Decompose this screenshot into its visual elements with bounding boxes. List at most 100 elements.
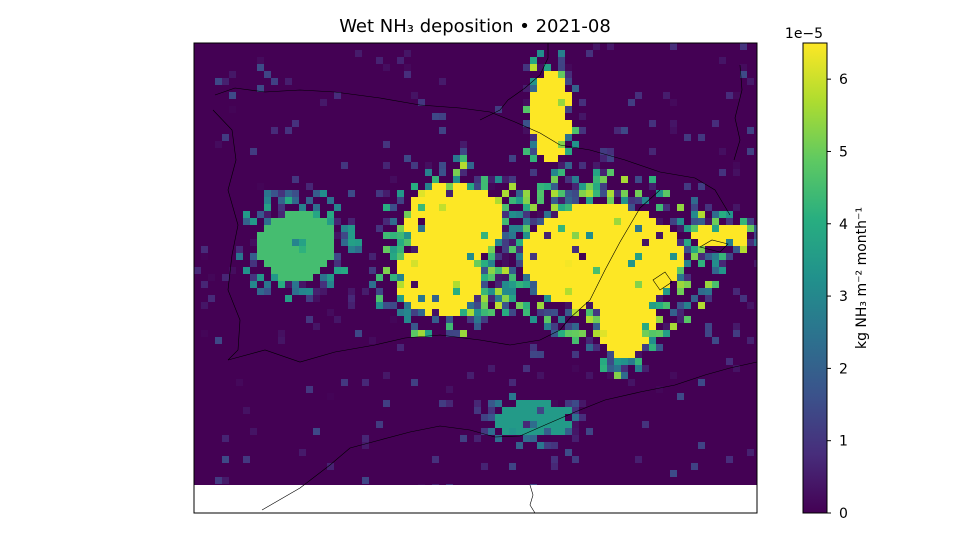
heatmap-cell [607, 288, 614, 295]
heatmap-cell [369, 337, 376, 344]
heatmap-cell [593, 239, 600, 246]
heatmap-cell [642, 218, 649, 225]
heatmap-cell [530, 281, 537, 288]
heatmap-cell [705, 239, 712, 246]
heatmap-cell [663, 253, 670, 260]
heatmap-cell [229, 71, 236, 78]
heatmap-cell [656, 253, 663, 260]
heatmap-cell [656, 260, 663, 267]
heatmap-cell [607, 330, 614, 337]
heatmap-cell [565, 120, 572, 127]
heatmap-cell [264, 281, 271, 288]
heatmap-cell [292, 232, 299, 239]
heatmap-cell [460, 148, 467, 155]
heatmap-cell [649, 316, 656, 323]
heatmap-cell [621, 197, 628, 204]
heatmap-cell [453, 330, 460, 337]
heatmap-cell [320, 281, 327, 288]
heatmap-cell [495, 281, 502, 288]
heatmap-cell [299, 281, 306, 288]
heatmap-cell [327, 246, 334, 253]
heatmap-cell [579, 225, 586, 232]
heatmap-cell [383, 267, 390, 274]
heatmap-cell [250, 148, 257, 155]
heatmap-cell [404, 211, 411, 218]
heatmap-cell [600, 232, 607, 239]
heatmap-cell [607, 197, 614, 204]
heatmap-cell [306, 386, 313, 393]
heatmap-cell [635, 190, 642, 197]
heatmap-cell [222, 456, 229, 463]
heatmap-cell [642, 337, 649, 344]
heatmap-cell [691, 204, 698, 211]
heatmap-cell [411, 239, 418, 246]
heatmap-cell [243, 218, 250, 225]
heatmap-cell [397, 260, 404, 267]
heatmap-cell [446, 211, 453, 218]
heatmap-cell [621, 267, 628, 274]
heatmap-cell [432, 281, 439, 288]
heatmap-cell [649, 281, 656, 288]
heatmap-cell [411, 288, 418, 295]
heatmap-cell [635, 176, 642, 183]
heatmap-cell [453, 302, 460, 309]
heatmap-cell [250, 253, 257, 260]
heatmap-cell [663, 288, 670, 295]
heatmap-cell [271, 225, 278, 232]
heatmap-cell [418, 204, 425, 211]
heatmap-cell [292, 239, 299, 246]
heatmap-cell [495, 225, 502, 232]
heatmap-cell [544, 218, 551, 225]
heatmap-cell [572, 288, 579, 295]
heatmap-cell [551, 78, 558, 85]
heatmap-cell [439, 400, 446, 407]
heatmap-cell [621, 295, 628, 302]
heatmap-cell [656, 218, 663, 225]
heatmap-cell [327, 211, 334, 218]
heatmap-cell [446, 232, 453, 239]
heatmap-cell [355, 239, 362, 246]
heatmap-cell [502, 414, 509, 421]
heatmap-cell [439, 302, 446, 309]
heatmap-cell [411, 211, 418, 218]
heatmap-cell [544, 183, 551, 190]
heatmap-cell [698, 379, 705, 386]
heatmap-cell [607, 43, 614, 50]
colorbar-multiplier: 1e−5 [785, 26, 823, 42]
heatmap-cell [593, 162, 600, 169]
heatmap-cell [376, 57, 383, 64]
heatmap-cell [502, 421, 509, 428]
heatmap-cell [607, 351, 614, 358]
heatmap-cell [544, 421, 551, 428]
heatmap-cell [670, 323, 677, 330]
heatmap-cell [425, 267, 432, 274]
heatmap-cell [509, 421, 516, 428]
heatmap-cell [418, 281, 425, 288]
heatmap-cell [460, 267, 467, 274]
heatmap-cell [285, 190, 292, 197]
heatmap-cell [502, 246, 509, 253]
heatmap-cell [334, 316, 341, 323]
heatmap-cell [558, 330, 565, 337]
heatmap-cell [474, 239, 481, 246]
heatmap-cell [530, 141, 537, 148]
heatmap-cell [334, 92, 341, 99]
heatmap-cell [369, 267, 376, 274]
heatmap-cell [530, 260, 537, 267]
heatmap-cell [474, 267, 481, 274]
heatmap-cell [642, 330, 649, 337]
heatmap-cell [257, 274, 264, 281]
heatmap-cell [467, 162, 474, 169]
heatmap-cell [495, 211, 502, 218]
heatmap-cell [537, 239, 544, 246]
heatmap-cell [621, 246, 628, 253]
heatmap-cell [418, 225, 425, 232]
heatmap-cell [446, 190, 453, 197]
heatmap-cell [537, 211, 544, 218]
heatmap-cell [516, 246, 523, 253]
heatmap-cell [537, 85, 544, 92]
heatmap-cell [285, 295, 292, 302]
heatmap-cell [544, 148, 551, 155]
heatmap-cell [404, 302, 411, 309]
heatmap-cell [565, 71, 572, 78]
